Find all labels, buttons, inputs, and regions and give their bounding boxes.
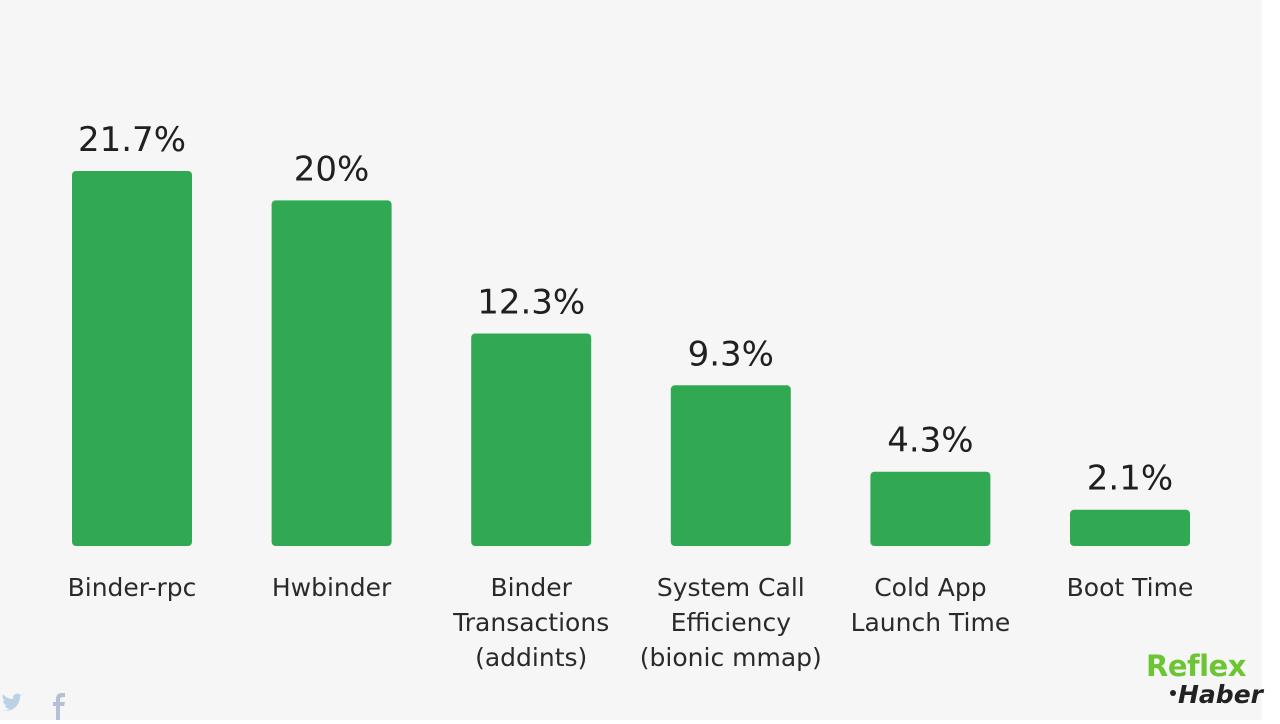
value-label-1: 20%: [294, 149, 370, 189]
category-label-0-line-0: Binder-rpc: [68, 573, 197, 602]
category-label-3-line-2: (bionic mmap): [640, 643, 822, 672]
category-label-5-line-0: Boot Time: [1067, 573, 1194, 602]
twitter-icon[interactable]: [2, 693, 23, 711]
value-label-0: 21.7%: [78, 120, 186, 160]
category-label-2-line-2: (addints): [475, 643, 587, 672]
value-labels-layer: 21.7% 20% 12.3% 9.3% 4.3% 2.1%: [78, 120, 1173, 499]
category-label-1-line-0: Hwbinder: [272, 573, 392, 602]
bar-2: [471, 333, 592, 546]
category-labels-layer: Binder-rpc Hwbinder Binder Transactions (add…: [68, 573, 1194, 672]
bar-0: [72, 171, 192, 546]
category-label-2-line-1: Transactions: [452, 608, 609, 637]
category-label-4-line-1: Launch Time: [851, 608, 1011, 637]
bar-5: [1070, 509, 1190, 546]
bar-3: [670, 385, 791, 546]
facebook-icon[interactable]: [53, 693, 65, 720]
logo-dot-icon: [1170, 690, 1176, 696]
value-label-3: 9.3%: [688, 334, 774, 374]
bar-4: [870, 471, 991, 546]
value-label-4: 4.3%: [887, 421, 973, 461]
reflex-haber-logo: Reflex Haber: [1146, 648, 1266, 718]
social-icons: [0, 690, 80, 720]
bars-layer: [72, 171, 1190, 546]
right-edge-band: [1262, 0, 1280, 720]
category-label-4-line-0: Cold App: [874, 573, 986, 602]
bar-1: [271, 200, 392, 546]
logo-text-top: Reflex: [1146, 649, 1246, 683]
category-label-3-line-0: System Call: [657, 573, 805, 602]
value-label-2: 12.3%: [477, 283, 585, 323]
category-label-2-line-0: Binder: [490, 573, 572, 602]
logo-text-bottom: Haber: [1178, 680, 1263, 709]
category-label-3-line-1: Efficiency: [671, 608, 792, 637]
value-label-5: 2.1%: [1087, 459, 1173, 499]
